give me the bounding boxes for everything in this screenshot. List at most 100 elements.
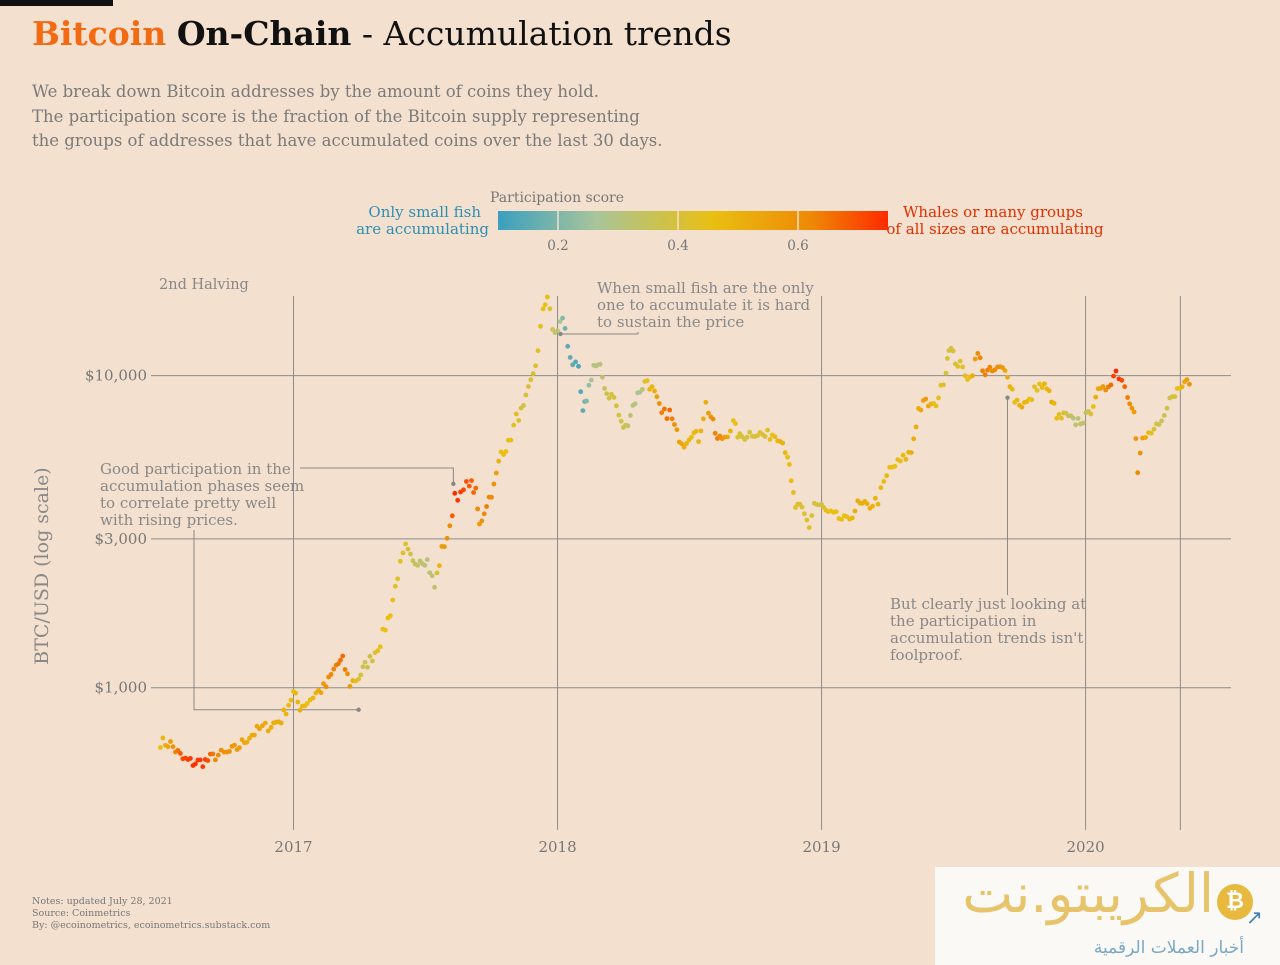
price-dot <box>1151 426 1157 432</box>
price-dot <box>696 439 701 444</box>
price-dot <box>471 490 476 495</box>
price-dot <box>160 735 166 741</box>
price-dot <box>1111 373 1116 379</box>
price-dot <box>898 458 903 464</box>
annotation-leader-line <box>193 530 359 711</box>
price-dot <box>667 407 673 413</box>
price-dot <box>521 403 526 408</box>
price-dot <box>892 463 898 469</box>
price-dot <box>1133 436 1139 441</box>
price-dot <box>565 343 571 349</box>
price-dot <box>628 413 633 418</box>
price-dot <box>1080 420 1086 426</box>
axis-labels: BTC/USD (log scale) $1,000 $3,000 $10,000 2… <box>31 367 1105 856</box>
watermark-panel <box>935 867 1280 965</box>
price-dot <box>712 430 718 436</box>
price-dot <box>875 501 881 507</box>
price-dot <box>244 739 250 745</box>
price-dot <box>864 501 870 507</box>
price-dot <box>632 401 638 407</box>
price-dot <box>168 739 173 744</box>
price-dot <box>618 418 624 424</box>
price-dot <box>960 364 965 370</box>
annotation-line: to sustain the price <box>597 313 744 331</box>
price-dot <box>684 441 689 446</box>
price-dot <box>703 399 709 405</box>
price-dot <box>597 361 603 367</box>
annotation-line: the participation in <box>890 612 1037 630</box>
price-dot <box>533 363 538 369</box>
price-dot <box>452 490 458 496</box>
price-dot <box>1093 394 1099 400</box>
price-dot <box>987 364 993 370</box>
price-dot <box>972 356 978 362</box>
price-dot <box>747 429 753 435</box>
legend-left-label-1: Only small fish <box>368 203 481 221</box>
price-dot <box>1184 377 1190 382</box>
price-dot <box>955 364 961 369</box>
notes-updated: Notes: updated July 28, 2021 <box>32 896 173 907</box>
price-dot <box>913 424 919 430</box>
subtitle-line-1: We break down Bitcoin addresses by the a… <box>32 82 600 101</box>
y-tick-label: $10,000 <box>85 367 147 385</box>
price-dot <box>1029 397 1035 403</box>
annotation-marker <box>356 707 361 712</box>
price-dot <box>516 418 522 423</box>
price-dot <box>616 412 622 418</box>
price-dot <box>318 690 324 696</box>
price-dot <box>367 653 373 659</box>
price-dot <box>547 306 553 312</box>
price-dot <box>604 391 610 396</box>
price-dot <box>1137 450 1143 456</box>
price-dot <box>767 437 773 442</box>
annotation-good-participation: Good participation in the accumulation p… <box>100 460 304 529</box>
price-dot <box>345 671 350 677</box>
price-dot <box>265 728 271 734</box>
price-dot <box>799 504 805 510</box>
price-dot <box>1090 404 1096 409</box>
price-dot <box>1108 382 1114 388</box>
price-dot <box>197 757 203 763</box>
price-dot <box>918 407 924 413</box>
price-dot <box>1042 381 1047 387</box>
price-dot <box>652 388 657 394</box>
price-dot <box>578 389 584 395</box>
price-dot <box>881 479 887 484</box>
legend-gradient-bar <box>498 211 888 230</box>
annotation-small-fish: When small fish are the only one to accu… <box>597 279 814 331</box>
price-dot <box>923 396 929 402</box>
legend-left-label-2: are accumulating <box>356 220 489 238</box>
price-dot <box>405 546 411 552</box>
price-dot <box>1056 411 1062 417</box>
price-dot <box>1135 470 1141 476</box>
price-dot <box>424 557 430 562</box>
halving-label: 2nd Halving <box>159 277 249 293</box>
price-dot <box>962 373 968 379</box>
price-dot <box>941 382 946 388</box>
price-dot <box>1125 395 1130 400</box>
annotation-line: But clearly just looking at <box>890 595 1086 613</box>
price-dot <box>900 452 906 458</box>
price-dot <box>205 758 211 763</box>
price-dot <box>1088 411 1094 417</box>
price-dot <box>530 371 536 377</box>
price-dot <box>557 319 563 324</box>
price-dot <box>1054 415 1060 421</box>
price-dot <box>689 434 694 440</box>
price-dot <box>839 517 844 522</box>
notes-source: Source: Coinmetrics <box>32 908 131 919</box>
price-dot <box>1172 394 1178 400</box>
price-dot <box>481 511 487 517</box>
price-dot <box>489 494 494 500</box>
price-dot <box>785 454 790 460</box>
bitcoin-coin-icon: ₿ <box>1217 884 1253 920</box>
price-dot <box>461 487 466 493</box>
price-dot <box>469 478 474 483</box>
price-dot <box>833 509 839 515</box>
price-dot <box>1187 381 1192 387</box>
price-dot <box>213 757 218 763</box>
price-dot <box>1100 384 1106 389</box>
price-dot <box>484 504 489 509</box>
price-dot <box>884 473 890 479</box>
price-dot <box>1159 418 1164 424</box>
